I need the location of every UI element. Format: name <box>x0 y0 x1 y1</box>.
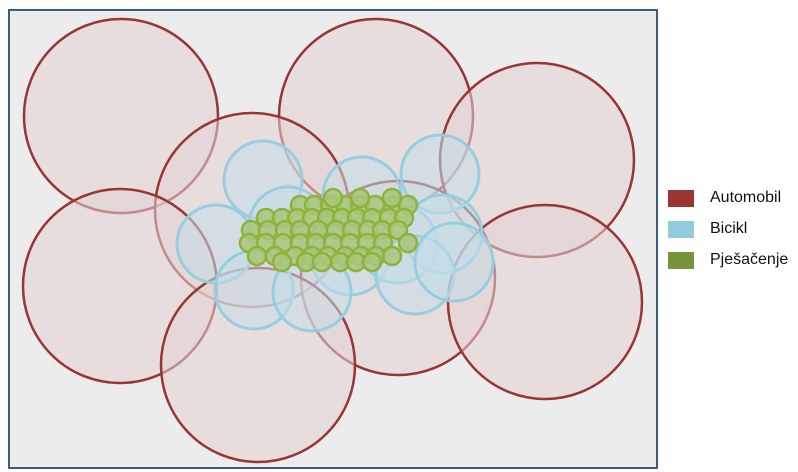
legend-item-bike: Bicikl <box>668 217 788 241</box>
legend-item-walk: Pješačenje <box>668 248 788 272</box>
walk-circle <box>361 251 383 273</box>
walk-circle <box>381 187 403 209</box>
walk-circle <box>311 251 333 273</box>
legend-item-car: Automobil <box>668 186 788 210</box>
walk-circles <box>238 187 419 273</box>
walk-circle <box>246 245 268 267</box>
walk-circle <box>381 245 403 267</box>
legend-swatch-walk <box>668 251 694 269</box>
legend-label-car: Automobil <box>710 189 782 206</box>
legend: Automobil Bicikl Pješačenje <box>668 186 788 279</box>
legend-label-bike: Bicikl <box>710 220 748 237</box>
walk-circle <box>349 187 371 209</box>
coverage-diagram <box>8 9 658 469</box>
legend-swatch-bike <box>668 220 694 238</box>
walk-circle <box>397 232 419 254</box>
bike-circle <box>413 221 495 303</box>
walk-circle <box>322 187 344 209</box>
legend-label-walk: Pješačenje <box>710 251 789 268</box>
walk-circle <box>271 251 293 273</box>
legend-swatch-car <box>668 189 694 207</box>
